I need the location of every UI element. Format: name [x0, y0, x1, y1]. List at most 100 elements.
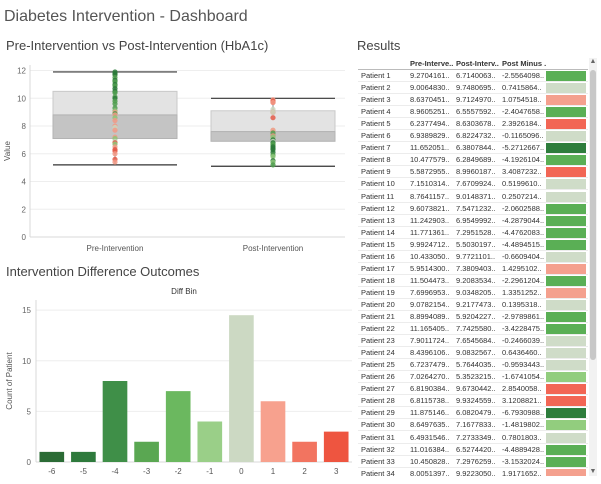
table-row[interactable]: Patient 9 5.5872955.. 8.9960187.. 3.4087232… [358, 166, 588, 179]
table-row[interactable]: Patient 27 6.8190384.. 9.6730442.. 2.854005… [358, 383, 588, 396]
table-row[interactable]: Patient 34 8.0051397.. 9.9223050.. 1.917165… [358, 468, 588, 476]
table-row[interactable]: Patient 20 9.0782154.. 9.2177473.. 0.139531… [358, 299, 588, 311]
table-row[interactable]: Patient 6 6.9389829.. 6.8224732.. -0.116509… [358, 130, 588, 143]
histogram-bar [292, 441, 317, 462]
table-row[interactable]: Patient 28 6.8115738.. 9.9324559.. 3.120882… [358, 395, 588, 408]
cell-post: 7.2951528.. [456, 227, 496, 237]
cell-post: 7.5471232.. [456, 203, 496, 213]
cell-patient: Patient 11 [361, 191, 395, 201]
scrollbar-thumb[interactable] [590, 70, 596, 360]
scroll-up-icon[interactable]: ▲ [589, 58, 597, 65]
diff-color-swatch [546, 263, 586, 274]
table-row[interactable]: Patient 8 10.477579.. 6.2849689.. -4.192610… [358, 154, 588, 167]
cell-pre: 5.9514300.. [410, 263, 450, 273]
histogram-bar [102, 381, 128, 462]
scroll-down-icon[interactable]: ▼ [589, 468, 597, 475]
cell-pre: 11.165405.. [410, 324, 450, 334]
table-row[interactable]: Patient 1 9.2704161.. 6.7140063.. -2.556409… [358, 70, 588, 82]
cell-pre: 9.2704161.. [410, 71, 450, 80]
header-pre[interactable]: Pre-Interve.. [410, 59, 454, 68]
cell-pre: 11.771361.. [410, 227, 450, 237]
table-row[interactable]: Patient 13 11.242903.. 6.9549992.. -4.28790… [358, 215, 588, 227]
header-post[interactable]: Post-Interv.. [456, 59, 499, 68]
diff-color-swatch [546, 167, 586, 178]
table-row[interactable]: Patient 19 7.6996953.. 9.0348205.. 1.335125… [358, 287, 588, 299]
table-row[interactable]: Patient 4 8.9605251.. 6.5557592.. -2.404765… [358, 106, 588, 119]
diff-color-swatch [546, 432, 586, 443]
x-tick-label: Post-Intervention [243, 244, 303, 253]
table-row[interactable]: Patient 26 7.0264270.. 5.3523215.. -1.67410… [358, 371, 588, 384]
diff-color-swatch [546, 95, 586, 106]
cell-post: 9.6730442.. [456, 384, 496, 394]
x-tick-label: Pre-Intervention [87, 244, 144, 253]
cell-pre: 8.8994089.. [410, 312, 450, 321]
table-row[interactable]: Patient 12 9.6073821.. 7.5471232.. -2.06025… [358, 203, 588, 215]
cell-post: 6.5557592.. [456, 107, 496, 117]
table-row[interactable]: Patient 11 8.7641157.. 9.0148371.. 0.250721… [358, 191, 588, 203]
cell-diff: -3.1532024.. [502, 456, 545, 466]
cell-diff: 1.0754518.. [502, 95, 542, 105]
diff-color-swatch [546, 348, 586, 359]
y-tick-label: 0 [22, 233, 27, 242]
table-row[interactable]: Patient 30 8.6497635.. 7.1677833.. -1.48198… [358, 419, 588, 432]
table-row[interactable]: Patient 2 9.0064830.. 9.7480695.. 0.7415864… [358, 82, 588, 95]
cell-post: 7.6709924.. [456, 179, 496, 189]
table-row[interactable]: Patient 23 7.9011724.. 7.6545684.. -0.24660… [358, 335, 588, 348]
cell-diff: 1.9171652.. [502, 468, 542, 476]
cell-post: 7.2733349.. [456, 432, 496, 442]
cell-diff: 0.2507214.. [502, 191, 542, 201]
cell-patient: Patient 26 [361, 372, 395, 382]
table-row[interactable]: Patient 24 8.4396106.. 9.0832567.. 0.643646… [358, 347, 588, 360]
cell-diff: 0.7801803.. [502, 432, 542, 442]
cell-patient: Patient 33 [361, 456, 395, 466]
cell-diff: 1.3351252.. [502, 287, 542, 297]
cell-pre: 8.7641157.. [410, 191, 450, 201]
histogram-bar [323, 431, 349, 462]
table-row[interactable]: Patient 18 11.504473.. 9.2083534.. -2.29612… [358, 275, 588, 287]
cell-post: 9.9324559.. [456, 396, 496, 406]
boxplot-chart[interactable]: 0 2 4 6 8 10 12 Value Pre-Intervention Post-Inter… [0, 55, 350, 260]
diff-color-swatch [546, 456, 586, 467]
table-row[interactable]: Patient 17 5.9514300.. 7.3809403.. 1.429510… [358, 263, 588, 275]
cell-diff: 3.1208821.. [502, 396, 542, 406]
cell-patient: Patient 16 [361, 251, 395, 261]
cell-post: 9.0148371.. [456, 191, 496, 201]
histogram-bar [39, 451, 65, 462]
table-row[interactable]: Patient 10 7.1510314.. 7.6709924.. 0.519961… [358, 178, 588, 191]
table-row[interactable]: Patient 32 11.016384.. 6.5274420.. -4.48894… [358, 444, 588, 456]
table-row[interactable]: Patient 7 11.652051.. 6.3807844.. -5.271266… [358, 142, 588, 155]
cell-pre: 9.9924712.. [410, 239, 450, 249]
cell-pre: 7.1510314.. [410, 179, 450, 189]
table-row[interactable]: Patient 31 6.4931546.. 7.2733349.. 0.780180… [358, 432, 588, 444]
table-row[interactable]: Patient 14 11.771361.. 7.2951528.. -4.47620… [358, 227, 588, 239]
cell-post: 7.3809403.. [456, 263, 496, 273]
cell-patient: Patient 31 [361, 432, 395, 442]
y-tick-label: 10 [17, 94, 26, 103]
table-row[interactable]: Patient 21 8.8994089.. 5.9204227.. -2.97898… [358, 311, 588, 323]
table-row[interactable]: Patient 25 6.7237479.. 5.7644035.. -0.95934… [358, 359, 588, 372]
table-row[interactable]: Patient 33 10.450828.. 7.2976259.. -3.15320… [358, 456, 588, 468]
cell-post: 5.7644035.. [456, 360, 496, 370]
data-point [270, 99, 276, 106]
cell-diff: 0.6436460.. [502, 348, 542, 358]
cell-diff: -4.4762083.. [502, 227, 545, 237]
table-row[interactable]: Patient 16 10.433050.. 9.7721101.. -0.66094… [358, 251, 588, 263]
results-table[interactable]: Pre-Interve.. Post-Interv.. Post Minus .… [358, 58, 588, 476]
header-diff[interactable]: Post Minus .. [502, 59, 546, 68]
cell-patient: Patient 7 [361, 143, 391, 153]
cell-patient: Patient 25 [361, 360, 395, 370]
table-row[interactable]: Patient 29 11.875146.. 6.0820479.. -6.79309… [358, 407, 588, 420]
data-point [112, 159, 118, 165]
cell-post: 7.2976259.. [456, 456, 496, 466]
table-row[interactable]: Patient 5 6.2377494.. 8.6303678.. 2.3926184… [358, 118, 588, 131]
x-tick-label: 1 [271, 467, 276, 476]
cell-diff: -4.4894515.. [502, 239, 545, 249]
results-scrollbar[interactable]: ▲ ▼ [589, 58, 597, 476]
diff-color-swatch [546, 275, 586, 286]
table-row[interactable]: Patient 15 9.9924712.. 5.5030197.. -4.48945… [358, 239, 588, 251]
table-row[interactable]: Patient 22 11.165405.. 7.7425580.. -3.42284… [358, 323, 588, 336]
cell-post: 6.9549992.. [456, 215, 496, 225]
diff-color-swatch [546, 384, 586, 395]
table-row[interactable]: Patient 3 8.6370451.. 9.7124970.. 1.0754518… [358, 94, 588, 107]
